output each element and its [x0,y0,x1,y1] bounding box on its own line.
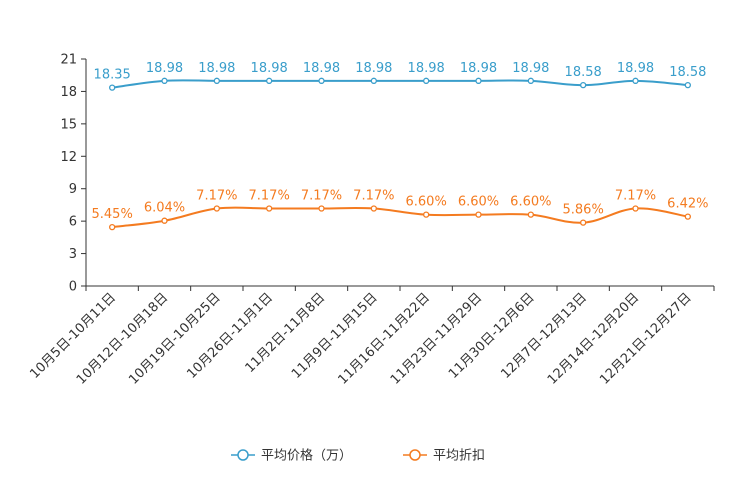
data-label: 18.98 [198,61,235,76]
x-tick-label: 11月16日-11月22日 [336,290,433,387]
data-label: 18.98 [512,61,549,76]
x-tick-label: 12月14日-12月20日 [545,290,642,387]
data-point [527,77,534,84]
data-point [161,217,168,224]
y-axis: 0 3 6 9 12 15 18 21 [60,53,87,295]
data-point [370,205,377,212]
y-tick-label: 6 [69,215,77,230]
data-point [109,223,116,231]
y-tick-label: 3 [69,247,77,262]
data-label: 18.58 [669,65,706,80]
data-point [213,205,220,212]
data-point [527,211,534,218]
data-label: 5.86% [563,203,604,218]
data-point [318,77,325,84]
series-1: 18.35 18.98 18.98 18.98 18.98 18.98 18.98 18.98… [94,61,706,91]
data-label: 6.60% [510,195,551,210]
data-point [266,77,273,84]
data-label: 6.42% [667,197,708,212]
data-point [161,77,168,84]
data-label: 5.45% [92,207,133,222]
data-point [318,205,325,212]
series-line [112,206,688,229]
x-tick-label: 11月23日-11月29日 [388,290,485,387]
data-label: 18.58 [565,65,602,80]
y-tick-label: 18 [60,85,77,100]
series-2: 5.45% 6.04% 7.17% 7.17% 7.17% 7.17% 6.60% 6.60%… [92,188,708,231]
legend[interactable]: 平均价格（万） 平均折扣 [231,448,485,464]
data-label: 7.17% [249,188,290,203]
legend-marker-icon [409,449,421,461]
data-point [266,205,273,212]
series: 18.35 18.98 18.98 18.98 18.98 18.98 18.98 18.98… [92,61,708,231]
data-label: 18.35 [94,68,131,83]
data-label: 18.98 [146,61,183,76]
data-label: 18.98 [355,61,392,76]
data-label: 7.17% [196,188,237,203]
data-label: 18.98 [303,61,340,76]
data-point [423,211,430,218]
data-point [475,211,482,218]
data-label: 18.98 [460,61,497,76]
data-point [109,84,116,91]
data-point [475,77,482,84]
data-label: 6.60% [406,195,447,210]
data-point [684,82,691,89]
data-point [213,77,220,84]
legend-item-2[interactable]: 平均折扣 [403,449,485,464]
legend-label: 平均价格（万） [261,448,352,464]
series-line [112,79,688,89]
data-label: 6.04% [144,201,185,216]
data-label: 7.17% [301,188,342,203]
y-tick-label: 12 [60,150,77,165]
data-label: 18.98 [251,61,288,76]
data-label: 7.17% [353,188,394,203]
data-point [370,77,377,84]
data-point [423,77,430,84]
data-point [580,219,587,226]
data-label: 18.98 [408,61,445,76]
data-point [632,205,639,212]
y-tick-label: 15 [60,117,77,132]
x-tick-label: 10月12日-10月18日 [74,290,171,387]
x-tick-label: 10月19日-10月25日 [126,290,223,387]
legend-label: 平均折扣 [433,449,485,464]
data-point [684,213,691,220]
x-tick-label: 12月21日-12月27日 [597,290,694,387]
data-label: 18.98 [617,61,654,76]
data-label: 6.60% [458,195,499,210]
y-tick-label: 0 [69,280,77,295]
x-tick-label: 10月5日-10月11日 [27,290,119,382]
y-tick-label: 21 [60,53,77,68]
data-label: 7.17% [615,188,656,203]
data-point [580,82,587,89]
legend-item-1[interactable]: 平均价格（万） [231,448,352,464]
x-axis: 10月5日-10月11日10月12日-10月18日10月19日-10月25日10… [27,285,715,388]
y-tick-label: 9 [69,182,77,197]
data-point [632,77,639,84]
legend-marker-icon [237,449,249,461]
